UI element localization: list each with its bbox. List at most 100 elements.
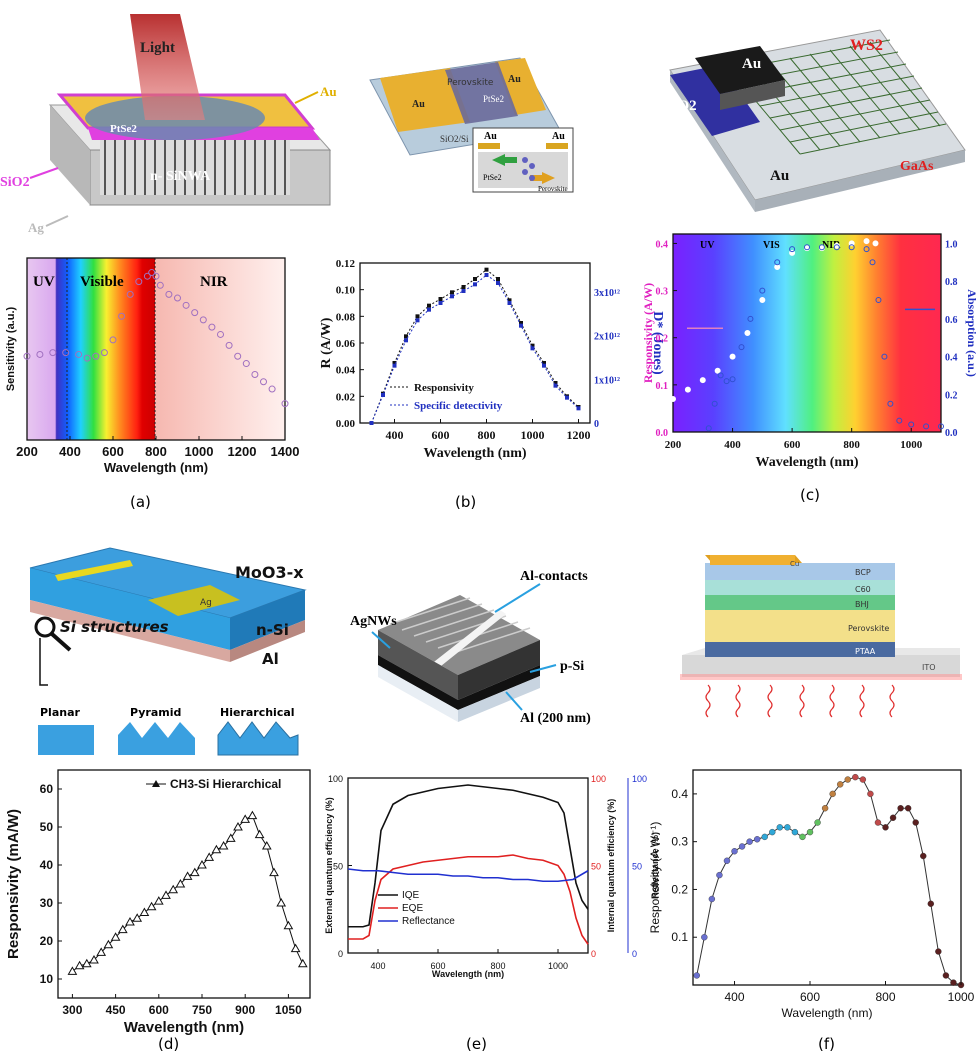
- data-point-d: [175, 878, 186, 888]
- data-point-a: [49, 349, 57, 357]
- caption-c: (c): [800, 486, 820, 504]
- x-tick-label-e: 400: [370, 961, 385, 971]
- data-point-f: [723, 857, 731, 864]
- data-point-f: [912, 819, 919, 826]
- legend-marker-d: [152, 780, 160, 787]
- data-point-b: [450, 294, 454, 299]
- data-point-d: [81, 958, 92, 968]
- data-point-b: [473, 282, 477, 287]
- legend-label-b: Specific detectivity: [414, 400, 503, 412]
- diagram-e: AgNWs Al-contacts p-Si Al (200 nm): [350, 569, 591, 726]
- data-point-a: [135, 278, 143, 286]
- y3-tick-label-e: 100: [632, 774, 647, 784]
- legend-label-e: IQE: [402, 890, 420, 901]
- magnifier-icon: [34, 616, 56, 638]
- y-axis-label-a: Sensitivity (a.u.): [5, 306, 17, 391]
- data-point-f: [897, 805, 904, 812]
- absorption-point-c: [729, 376, 736, 383]
- data-point-d: [283, 920, 294, 930]
- bhj-label: BHJ: [855, 600, 869, 609]
- data-point-a: [109, 336, 117, 344]
- x-tick-label-f: 400: [725, 990, 745, 1004]
- absorption-point-c: [875, 297, 882, 303]
- series-line-e: [348, 854, 589, 945]
- data-point-a: [199, 316, 207, 324]
- data-point-b: [484, 267, 489, 272]
- x-axis-label-f: Wavelength (nm): [782, 1006, 873, 1020]
- absorption-point-c: [723, 378, 730, 385]
- data-point-d: [89, 954, 99, 964]
- data-point-a: [36, 350, 44, 358]
- x-axis-label-e: Wavelength (nm): [432, 969, 504, 979]
- data-point-f: [761, 833, 768, 841]
- absorption-point-c: [747, 315, 754, 322]
- x-tick-label-d: 300: [62, 1003, 82, 1017]
- y-axis-label-e: External quantum efficiency (%): [324, 797, 334, 934]
- responsivity-point-c: [872, 240, 879, 247]
- y2-tick-label-c: 0.2: [945, 390, 958, 401]
- absorption-point-c: [848, 244, 855, 251]
- data-point-a: [260, 378, 267, 386]
- caption-f: (f): [818, 1035, 835, 1053]
- data-point-a: [234, 352, 242, 360]
- data-point-d: [117, 924, 128, 934]
- data-point-d: [139, 907, 150, 916]
- x-tick-label-d: 750: [192, 1003, 212, 1017]
- data-point-b: [473, 277, 477, 281]
- y-axis-label-c: Responsivity (A/W): [641, 283, 655, 383]
- y-tick-label-b: 0.00: [336, 418, 356, 430]
- responsivity-point-c: [863, 238, 870, 245]
- x-tick-label-a: 400: [59, 444, 81, 459]
- y-tick-label-d: 20: [40, 934, 54, 948]
- data-point-b: [392, 363, 397, 368]
- ptse2-label-b: PtSe2: [483, 94, 504, 104]
- absorption-point-c: [804, 244, 810, 251]
- y-tick-label-b: 0.02: [336, 391, 356, 403]
- data-point-b: [438, 297, 443, 301]
- data-point-b: [438, 301, 443, 305]
- responsivity-point-c: [670, 396, 676, 402]
- data-point-a: [83, 354, 91, 362]
- ptaa-label: PTAA: [855, 647, 876, 656]
- data-point-d: [261, 840, 272, 850]
- data-point-b: [404, 338, 408, 343]
- responsivity-point-c: [759, 297, 766, 303]
- data-point-f: [799, 833, 806, 841]
- absorption-point-c: [705, 425, 712, 432]
- data-point-d: [67, 966, 78, 975]
- ag-label-a: Ag: [28, 220, 44, 235]
- data-point-d: [96, 947, 107, 956]
- ws2-label-c: WS2: [850, 37, 883, 54]
- data-point-b: [565, 395, 569, 400]
- visible-label-a: Visible: [80, 274, 124, 290]
- data-point-f: [935, 948, 942, 955]
- data-point-a: [152, 272, 160, 280]
- data-point-d: [125, 916, 135, 926]
- data-point-f: [942, 972, 950, 979]
- inset-au2-label: Au: [552, 131, 565, 142]
- ito-label: ITO: [922, 663, 936, 672]
- data-point-f: [784, 824, 791, 831]
- gaas-label-c: GaAs: [900, 159, 934, 174]
- au-label-a: Au: [320, 84, 337, 99]
- data-point-a: [191, 309, 199, 317]
- absorption-point-c: [759, 287, 766, 294]
- y2-tick-label-b: 3x10¹²: [594, 288, 620, 299]
- y-axis-label-d: Responsivity (mA/W): [5, 809, 22, 959]
- data-point-d: [189, 867, 200, 877]
- absorption-point-c: [863, 246, 870, 253]
- data-point-f: [746, 838, 753, 845]
- y-tick-label-e: 100: [328, 774, 343, 784]
- data-point-b: [519, 323, 523, 328]
- absorption-point-c: [887, 400, 894, 407]
- plot-frame-e: [347, 777, 589, 954]
- light-wave-icons: [705, 684, 895, 718]
- y-tick-label-c: 0.4: [656, 239, 669, 250]
- data-point-f: [889, 814, 897, 821]
- data-point-b: [553, 381, 558, 385]
- hierarchical-label: Hierarchical: [220, 706, 295, 719]
- x-tick-label-a: 1400: [271, 444, 300, 459]
- x-tick-label-b: 800: [478, 428, 496, 442]
- data-point-d: [269, 867, 279, 877]
- y2-tick-label-b: 2x10¹²: [594, 332, 620, 343]
